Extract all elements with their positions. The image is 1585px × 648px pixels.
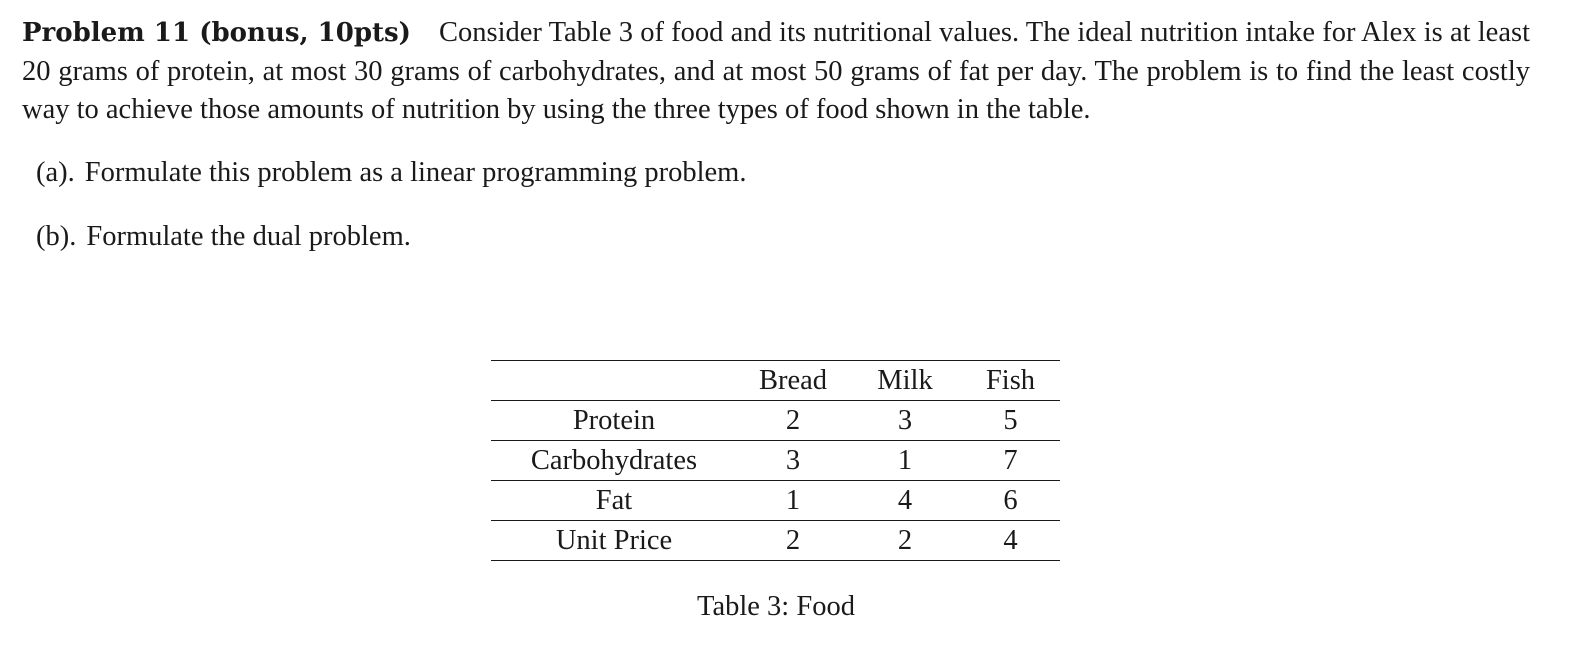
food-table: Bread Milk Fish Protein 2 3 5 Carbohydra… — [491, 360, 1060, 561]
table-row: Unit Price 2 2 4 — [491, 521, 1060, 561]
part-b: (b). Formulate the dual problem. — [36, 218, 1530, 256]
part-a-label: (a). — [36, 156, 75, 188]
part-a-text: Formulate this problem as a linear progr… — [84, 156, 747, 188]
problem-paragraph: Problem 11 (bonus, 10pts) Consider Table … — [22, 14, 1530, 130]
part-a: (a). Formulate this problem as a linear p… — [36, 154, 1530, 192]
problem-statement: Consider Table 3 of food and its nutriti… — [22, 17, 1530, 125]
table-cell: 7 — [1003, 445, 1018, 476]
table-cell: 1 — [897, 445, 913, 476]
problem-heading: Problem 11 (bonus, 10pts) — [22, 18, 411, 48]
table-cell: 4 — [1003, 525, 1018, 556]
table-cell: 2 — [897, 525, 913, 556]
header-cell-bread: Bread — [758, 365, 828, 396]
header-cell-milk: Milk — [877, 365, 933, 396]
table-cell: 3 — [785, 445, 801, 476]
table-cell: 1 — [785, 485, 801, 516]
problem-section: Problem 11 (bonus, 10pts) Consider Table … — [22, 14, 1530, 282]
table-row: Protein 2 3 5 — [491, 401, 1060, 441]
problem-parts: (a). Formulate this problem as a linear p… — [22, 154, 1530, 256]
table-cell: 2 — [785, 405, 801, 436]
row-label: Fat — [595, 485, 633, 516]
table-cell: 6 — [1003, 485, 1018, 516]
table-caption: Table 3: Food — [697, 591, 855, 622]
table-cell: 5 — [1003, 405, 1018, 436]
table-row: Fat 1 4 6 — [491, 481, 1060, 521]
table-cell: 3 — [897, 405, 913, 436]
header-cell-empty — [491, 361, 737, 401]
table-row: Carbohydrates 3 1 7 — [491, 441, 1060, 481]
row-label: Carbohydrates — [530, 445, 698, 476]
row-label: Protein — [572, 405, 656, 436]
part-b-label: (b). — [36, 220, 77, 252]
table-header-row: Bread Milk Fish — [491, 360, 1060, 401]
row-label: Unit Price — [555, 525, 673, 556]
part-b-text: Formulate the dual problem. — [86, 220, 411, 252]
food-table-container: Bread Milk Fish Protein 2 3 5 Carbohydra… — [491, 360, 1061, 561]
table-cell: 2 — [785, 525, 801, 556]
header-cell-fish: Fish — [985, 365, 1036, 396]
table-cell: 4 — [897, 485, 913, 516]
